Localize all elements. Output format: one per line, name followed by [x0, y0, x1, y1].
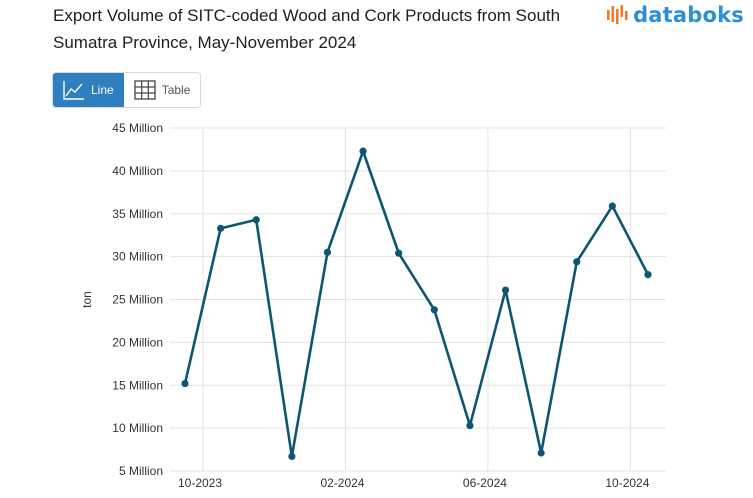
- x-tick-label: 10-2024: [605, 476, 649, 490]
- data-point[interactable]: [466, 421, 474, 430]
- y-axis-label: ton: [80, 291, 94, 308]
- data-point[interactable]: [252, 216, 260, 224]
- data-point[interactable]: [288, 452, 296, 461]
- data-point[interactable]: [573, 258, 581, 266]
- y-tick-label: 30 Million: [112, 250, 163, 264]
- table-grid-icon: [134, 80, 156, 100]
- tab-table[interactable]: Table: [123, 73, 201, 107]
- data-point[interactable]: [359, 147, 367, 155]
- x-tick-label: 10-2023: [178, 476, 222, 490]
- data-point[interactable]: [537, 449, 545, 457]
- y-tick-label: 10 Million: [112, 421, 163, 435]
- y-tick-label: 45 Million: [112, 121, 163, 135]
- chart-title: Export Volume of SITC-coded Wood and Cor…: [53, 6, 561, 52]
- view-tabs: Line Table: [52, 72, 202, 108]
- x-axis-ticks: 10-2023 02-2024 06-2024 10-2024: [178, 476, 650, 490]
- y-tick-label: 40 Million: [112, 164, 163, 178]
- tab-line-label: Line: [91, 83, 114, 97]
- data-point[interactable]: [395, 249, 403, 257]
- data-point[interactable]: [217, 224, 225, 232]
- series-polyline: [183, 149, 650, 458]
- tab-line[interactable]: Line: [53, 73, 124, 107]
- x-tick-label: 02-2024: [320, 476, 364, 490]
- tab-table-label: Table: [161, 83, 191, 97]
- databoks-logo: databoks: [606, 3, 744, 27]
- data-point[interactable]: [644, 271, 652, 279]
- logo-text: databoks: [633, 3, 744, 27]
- data-point[interactable]: [608, 202, 616, 210]
- data-point[interactable]: [430, 306, 438, 314]
- y-tick-label: 5 Million: [119, 464, 163, 478]
- chart-grid: [170, 127, 666, 472]
- x-tick-label: 06-2024: [463, 476, 507, 490]
- series-line: [181, 147, 652, 461]
- line-chart-icon: [63, 81, 84, 100]
- y-tick-label: 20 Million: [112, 335, 163, 349]
- data-point[interactable]: [181, 379, 189, 388]
- data-point[interactable]: [501, 286, 510, 294]
- data-point[interactable]: [323, 248, 332, 256]
- logo-bars-icon: [607, 5, 628, 24]
- y-tick-label: 25 Million: [112, 293, 163, 307]
- y-tick-label: 15 Million: [112, 378, 163, 392]
- y-tick-label: 35 Million: [112, 207, 163, 221]
- y-axis-ticks: 5 Million 10 Million 15 Million 20 Million 2…: [112, 121, 163, 478]
